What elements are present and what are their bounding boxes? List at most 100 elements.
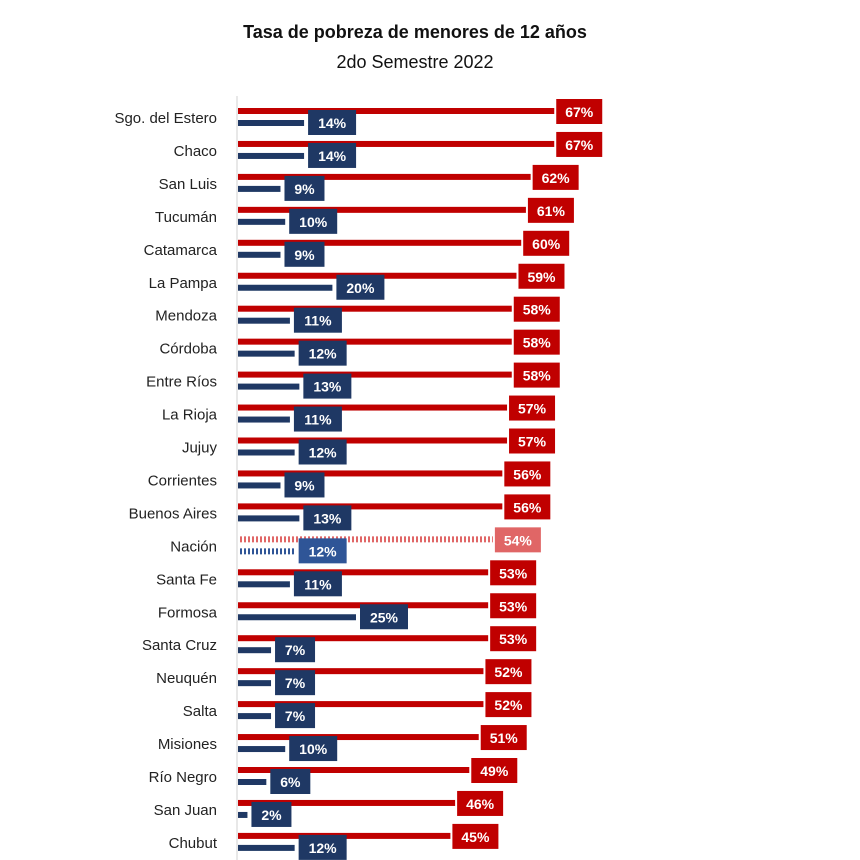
- red-bar: [238, 206, 526, 213]
- category-label: Córdoba: [159, 341, 217, 358]
- blue-value-label-box: [293, 307, 342, 333]
- blue-bar: [238, 548, 295, 555]
- category-label: Mendoza: [155, 308, 217, 325]
- blue-bar: [238, 482, 281, 489]
- red-value-label: 57%: [518, 434, 547, 450]
- category-label: La Rioja: [162, 407, 218, 424]
- blue-value-label-box: [336, 274, 385, 300]
- red-value-label: 56%: [513, 466, 542, 482]
- category-label: San Juan: [154, 802, 217, 819]
- red-value-label-box: [480, 725, 527, 751]
- blue-value-label-box: [293, 406, 342, 432]
- red-bar: [238, 108, 555, 114]
- red-bar: [238, 338, 512, 345]
- blue-value-label: 12%: [309, 543, 338, 559]
- blue-bar: [238, 120, 305, 126]
- blue-value-label-box: [298, 439, 347, 465]
- red-value-label: 51%: [490, 730, 519, 746]
- red-value-label: 58%: [523, 335, 552, 351]
- blue-bar: [238, 844, 295, 851]
- red-value-label-box: [532, 164, 579, 190]
- red-value-label: 58%: [523, 302, 552, 318]
- red-value-label-box: [457, 790, 504, 816]
- red-bar: [238, 371, 512, 378]
- blue-value-label-box: [275, 703, 316, 729]
- blue-bar: [238, 779, 267, 785]
- red-value-label-box: [504, 461, 551, 487]
- red-bar: [238, 404, 508, 411]
- red-value-label: 67%: [565, 137, 594, 153]
- blue-bar: [238, 152, 305, 159]
- red-value-label: 62%: [542, 170, 571, 186]
- blue-value-label: 14%: [318, 148, 347, 164]
- red-value-label-box: [485, 659, 532, 685]
- red-value-label: 53%: [499, 565, 528, 581]
- category-label: Entre Ríos: [146, 374, 217, 391]
- blue-value-label-box: [293, 571, 342, 597]
- category-label: Salta: [183, 703, 218, 720]
- blue-value-label-box: [303, 373, 352, 399]
- red-bar: [238, 701, 484, 708]
- blue-bar: [238, 614, 356, 621]
- blue-bar: [238, 746, 286, 753]
- red-value-label: 67%: [565, 104, 594, 120]
- red-bar: [238, 536, 493, 543]
- red-value-label: 49%: [480, 763, 509, 779]
- red-value-label: 53%: [499, 598, 528, 614]
- blue-value-label: 7%: [285, 708, 306, 724]
- blue-value-label-box: [289, 736, 338, 762]
- red-value-label: 58%: [523, 368, 552, 384]
- red-value-label: 60%: [532, 236, 561, 252]
- blue-bar: [238, 680, 272, 687]
- red-bar: [238, 569, 489, 576]
- red-bar: [238, 799, 456, 806]
- category-label: Santa Fe: [156, 571, 217, 588]
- red-value-label-box: [494, 527, 541, 553]
- category-label: Nación: [170, 538, 217, 555]
- category-label: San Luis: [159, 176, 217, 193]
- category-label: Chaco: [174, 143, 217, 160]
- blue-value-label-box: [275, 670, 316, 696]
- blue-value-label-box: [360, 604, 408, 630]
- blue-bar: [238, 317, 290, 324]
- category-label: Santa Cruz: [142, 637, 217, 654]
- blue-value-label: 7%: [285, 675, 306, 691]
- red-bar: [238, 470, 503, 477]
- blue-bar: [238, 713, 272, 720]
- blue-value-label-box: [308, 110, 357, 135]
- category-label: Sgo. del Estero: [114, 110, 217, 127]
- category-label: Río Negro: [149, 769, 217, 786]
- red-value-label-box: [513, 329, 560, 355]
- blue-value-label-box: [270, 769, 311, 794]
- category-label: Neuquén: [156, 670, 217, 687]
- blue-bar: [238, 383, 300, 390]
- blue-value-label: 10%: [299, 214, 328, 230]
- blue-value-label-box: [284, 175, 325, 201]
- red-bar: [238, 503, 503, 510]
- red-value-label: 52%: [494, 697, 523, 713]
- red-bar: [238, 305, 512, 312]
- red-value-label-box: [527, 197, 574, 223]
- red-value-label-box: [509, 395, 556, 421]
- blue-value-label: 6%: [280, 774, 301, 790]
- red-value-label: 57%: [518, 401, 547, 417]
- blue-value-label-box: [284, 241, 325, 267]
- blue-bar: [238, 811, 248, 818]
- chart-title: Tasa de pobreza de menores de 12 años: [243, 22, 587, 42]
- category-label: Misiones: [158, 736, 217, 753]
- blue-bar: [238, 218, 286, 225]
- red-value-label: 45%: [461, 829, 490, 845]
- blue-bar: [238, 647, 272, 654]
- red-bar: [238, 734, 479, 741]
- red-value-label-box: [490, 626, 537, 652]
- blue-bar: [238, 185, 281, 192]
- red-value-label-box: [485, 692, 532, 718]
- red-value-label-box: [513, 296, 560, 322]
- red-value-label-box: [504, 494, 551, 520]
- red-value-label: 56%: [513, 499, 542, 515]
- blue-value-label: 9%: [294, 247, 315, 263]
- blue-value-label: 12%: [309, 346, 338, 362]
- blue-value-label: 11%: [304, 576, 332, 592]
- blue-value-label: 9%: [294, 477, 315, 493]
